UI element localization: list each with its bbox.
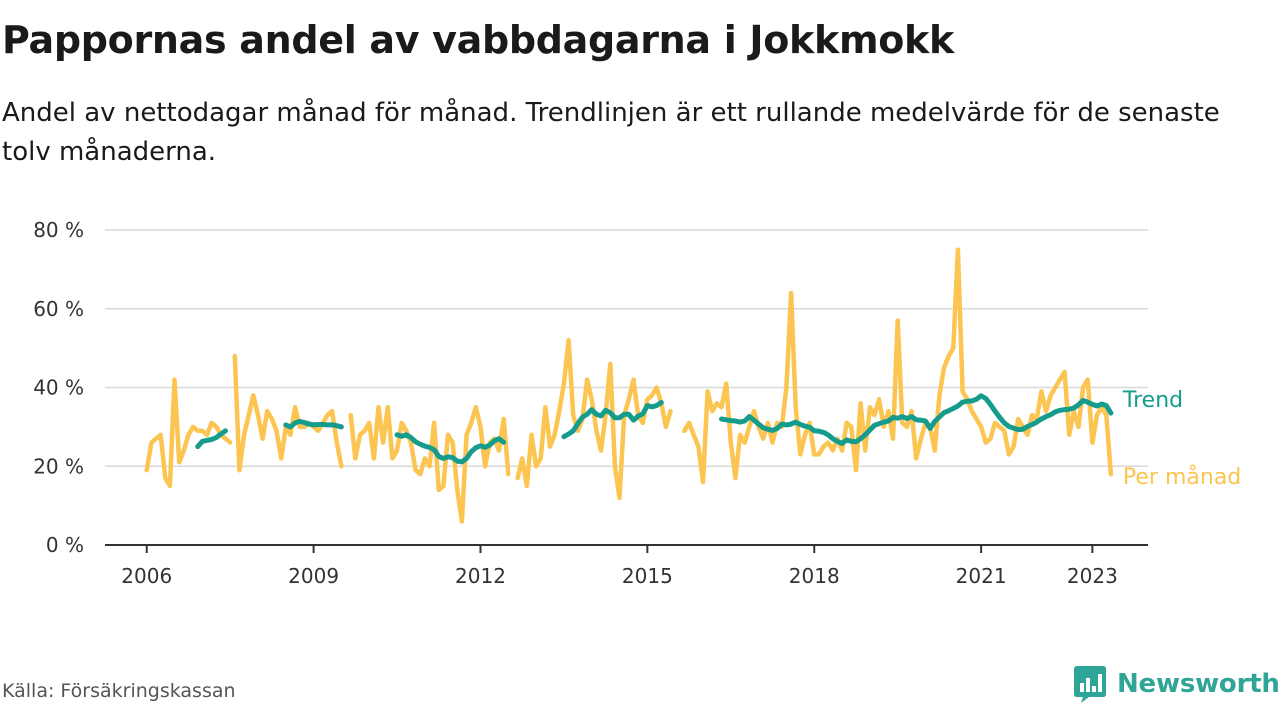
y-tick-label: 60 % — [33, 297, 84, 321]
series-line-per-manad — [515, 338, 673, 501]
x-tick-label: 2006 — [121, 564, 172, 588]
x-tick-label: 2012 — [455, 564, 506, 588]
series-label-trend: Trend — [1122, 388, 1183, 413]
series-line-trend — [394, 432, 507, 465]
series-line-per-manad — [348, 404, 511, 524]
x-tick-label: 2015 — [622, 564, 673, 588]
series-line-trend — [195, 428, 228, 450]
series-line-trend — [719, 393, 1114, 446]
series-label-per-manad: Per månad — [1123, 464, 1241, 490]
brand-name: Newsworthy — [1117, 669, 1280, 699]
y-tick-label: 20 % — [33, 454, 84, 478]
x-tick-label: 2018 — [789, 564, 840, 588]
newsworthy-logo-icon — [1074, 666, 1106, 703]
x-tick-label: 2023 — [1067, 564, 1118, 588]
source-note: Källa: Försäkringskassan — [2, 680, 236, 702]
page-subtitle: Andel av nettodagar månad för månad. Tre… — [2, 98, 1220, 167]
brand: Newsworthy — [1073, 664, 1280, 704]
line-chart: 0 % 20 % 40 % 60 % 80 % 2006 2009 2012 2015 2018 2… — [33, 218, 1241, 588]
series-line-per-manad — [232, 353, 344, 473]
series-line-per-manad — [682, 247, 1114, 485]
y-tick-label: 0 % — [46, 533, 84, 557]
x-tick-label: 2021 — [956, 564, 1007, 588]
page-title: Pappornas andel av vabbdagarna i Jokkmok… — [2, 18, 954, 62]
y-tick-label: 40 % — [33, 376, 84, 400]
series-line-trend — [283, 418, 344, 430]
x-tick-label: 2009 — [288, 564, 339, 588]
y-tick-label: 80 % — [33, 218, 84, 242]
series-line-trend — [561, 400, 664, 440]
series-line-per-manad — [144, 377, 233, 489]
